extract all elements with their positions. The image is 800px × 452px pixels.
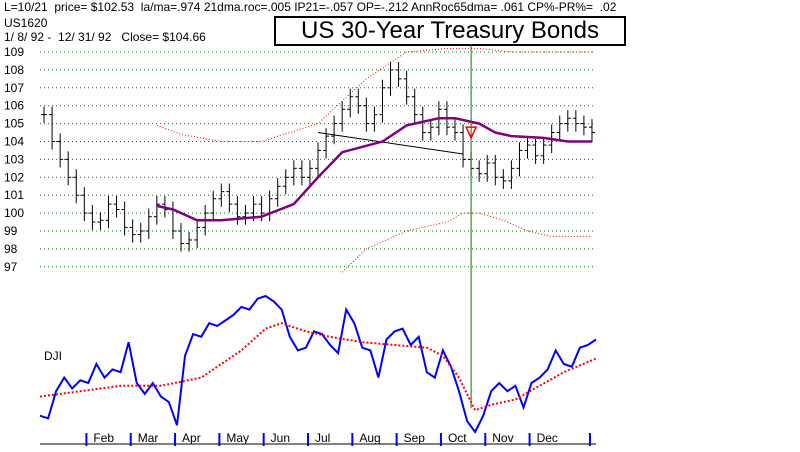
price-bands — [156, 47, 592, 273]
chart-title: US 30-Year Treasury Bonds — [274, 16, 626, 46]
dji-label: DJI — [44, 349, 62, 363]
dji-average-line — [39, 322, 597, 412]
y-tick-label: 98 — [4, 242, 18, 256]
y-tick-label: 107 — [4, 81, 24, 95]
dji-panel — [39, 294, 597, 434]
month-label: May — [226, 431, 249, 445]
month-label: Jun — [271, 431, 290, 445]
y-tick-label: 104 — [4, 135, 24, 149]
y-tick-label: 106 — [4, 99, 24, 113]
month-label: Sep — [404, 431, 426, 445]
price-bars — [41, 61, 595, 252]
upper-band — [156, 47, 592, 142]
dji-line — [39, 294, 597, 434]
trend-line — [317, 132, 464, 155]
y-tick-label: 108 — [4, 63, 24, 77]
month-label: Oct — [448, 431, 467, 445]
header-date-range: 1/ 8/ 92 - 12/ 31/ 92 Close= $104.66 — [4, 30, 206, 44]
price-axis-labels: 109 108 107 106 105 104 103 102 101 100 99 98 97 — [4, 45, 24, 274]
header-stats-line: L=10/21 price= $102.53 la/ma=.974 21dma.… — [4, 0, 617, 14]
y-tick-label: 103 — [4, 152, 24, 166]
sell-signal-arrow — [464, 126, 478, 140]
month-label: Apr — [182, 431, 201, 445]
month-label: Mar — [138, 431, 159, 445]
month-label: Feb — [93, 431, 114, 445]
month-label: Aug — [359, 431, 380, 445]
y-tick-label: 105 — [4, 117, 24, 131]
moving-average-line — [156, 116, 592, 222]
month-label: Dec — [537, 431, 558, 445]
lower-band — [341, 212, 592, 273]
y-tick-label: 100 — [4, 206, 24, 220]
y-tick-label: 99 — [4, 224, 18, 238]
month-label: Nov — [492, 431, 513, 445]
y-tick-label: 97 — [4, 260, 18, 274]
price-grid — [40, 51, 596, 268]
price-overlays — [156, 44, 592, 408]
y-tick-label: 102 — [4, 170, 24, 184]
y-tick-label: 101 — [4, 188, 24, 202]
month-label: Jul — [315, 431, 330, 445]
month-axis: Feb Mar Apr May Jun Jul Aug Sep Oct Nov Dec — [40, 431, 596, 446]
y-tick-label: 109 — [4, 45, 24, 59]
header-symbol: US1620 — [4, 16, 48, 30]
